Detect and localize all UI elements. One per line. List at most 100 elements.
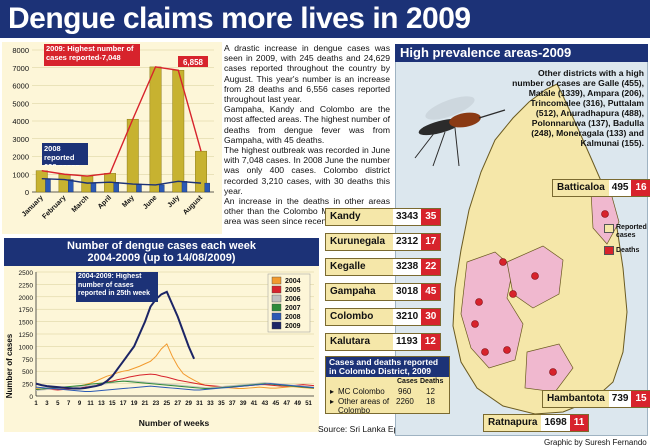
colombo-row-label: Other areas of Colombo <box>338 397 390 415</box>
map-title: High prevalence areas-2009 <box>400 45 572 60</box>
colombo-row-cases: 2260 <box>396 397 414 406</box>
district-deaths: 30 <box>421 309 441 325</box>
x-tick-label: 19 <box>131 401 138 407</box>
district-deaths: 22 <box>421 259 441 275</box>
hambantota-region-shape <box>524 343 574 393</box>
weekly-chart-header: Number of dengue cases each week 2004-20… <box>4 238 319 266</box>
district-name: Kalutara <box>326 334 393 350</box>
marker-ratnapura <box>503 346 511 354</box>
district-label-batticaloa: Batticaloa 495 16 <box>552 179 650 197</box>
district-name: Kandy <box>326 209 393 225</box>
x-tick-label: 35 <box>218 401 225 407</box>
line-2009 <box>41 66 202 177</box>
district-name: Batticaloa <box>553 180 609 196</box>
x-tick-label: 49 <box>294 401 301 407</box>
x-tick-label: 15 <box>109 401 116 407</box>
district-label-ratnapura: Ratnapura 1698 11 <box>483 414 590 432</box>
district-label-kalutara: Kalutara 1193 12 <box>325 333 441 351</box>
weekly-chart: 0 250 500 750 1000 1250 1500 1750 2000 2250 2500 1… <box>4 266 319 432</box>
other-districts-note: Other districts with a high number of ca… <box>512 68 644 148</box>
x-tick-label: 29 <box>185 401 192 407</box>
y-tick-label: 250 <box>22 382 33 389</box>
colombo-row-deaths: 12 <box>426 387 435 396</box>
y-tick-label: 0 <box>29 394 33 401</box>
district-name: Kegalle <box>326 259 393 275</box>
annotation-2009: 2009: Highest number of cases reported-7… <box>46 45 134 62</box>
x-tick-label: 37 <box>229 401 236 407</box>
marker-hambantota <box>549 368 557 376</box>
annotation-2008: 2008 reported 638 cases <box>44 144 79 166</box>
july-label-box <box>178 56 208 67</box>
bar-2009 <box>149 66 162 193</box>
weekly-annotation-box <box>76 272 158 302</box>
title-bar: Dengue claims more lives in 2009 <box>0 0 650 38</box>
marker-kurunegala <box>499 258 507 266</box>
legend-cases-label: Reported cases <box>616 224 647 239</box>
colombo-row-arrow-icon: ▸ <box>330 387 335 396</box>
y-tick-label: 1750 <box>19 307 34 314</box>
legend-deaths-swatch <box>604 246 614 255</box>
legend-label: 2004 <box>285 278 301 285</box>
district-cases: 495 <box>608 180 632 196</box>
district-label-gampaha: Gampaha 3018 45 <box>325 283 442 301</box>
district-label-kurunegala: Kurunegala 2312 17 <box>325 233 442 251</box>
district-name: Ratnapura <box>484 415 542 431</box>
x-tick-label: 5 <box>56 401 60 407</box>
y-tick-label: 2000 <box>19 295 34 302</box>
colombo-col-deaths: Deaths <box>420 378 444 385</box>
july-value-label: 6,858 <box>183 58 204 67</box>
legend-swatch <box>271 312 282 321</box>
series-line-2008 <box>35 383 315 393</box>
district-cases: 3343 <box>393 209 422 225</box>
marker-kalutara <box>481 348 489 356</box>
district-label-hambantota: Hambantota 739 15 <box>542 390 650 408</box>
y-tick-label: 2500 <box>19 270 34 277</box>
colombo-table: Cases and deaths reported in Colombo Dis… <box>325 356 450 415</box>
marker-batticaloa <box>601 210 609 218</box>
y-tick-label: 1250 <box>19 332 34 339</box>
bar-2008 <box>181 181 188 193</box>
line-2008 <box>41 177 202 186</box>
bar-2009 <box>172 70 185 193</box>
district-cases: 3238 <box>393 259 422 275</box>
legend-deaths-label: Deaths <box>616 247 640 254</box>
article-paragraph: The highest outbreak was recorded in Jun… <box>224 145 390 196</box>
legend-label: 2007 <box>285 305 301 312</box>
district-cases: 739 <box>608 391 632 407</box>
bar-2008 <box>113 182 119 193</box>
legend-swatch <box>271 294 282 303</box>
district-label-kegalle: Kegalle 3238 22 <box>325 258 442 276</box>
district-cases: 1698 <box>541 415 570 431</box>
x-tick-label: 11 <box>87 401 94 407</box>
x-tick-label: 31 <box>196 401 203 407</box>
bar-2008 <box>68 179 74 193</box>
weekly-chart-subtitle: 2004-2009 (up to 14/08/2009) <box>87 252 236 264</box>
article-paragraph: An increase in the deaths in other areas… <box>224 196 390 227</box>
colombo-col-cases: Cases <box>397 378 418 385</box>
x-tick-label: 13 <box>98 401 105 407</box>
graphic-credit: Graphic by Suresh Fernando <box>544 438 647 447</box>
district-label-colombo: Colombo 3210 30 <box>325 308 442 326</box>
district-cases: 3018 <box>393 284 422 300</box>
y-tick-label: 500 <box>22 369 33 376</box>
marker-kegalle <box>509 290 517 298</box>
district-name: Colombo <box>326 309 393 325</box>
district-deaths: 16 <box>631 180 650 196</box>
article-paragraph: Gampaha, Kandy and Colombo are the most … <box>224 104 390 145</box>
district-name: Hambantota <box>543 391 609 407</box>
x-tick-label: 47 <box>283 401 290 407</box>
colombo-table-title: Cases and deaths reported in Colombo Dis… <box>326 357 449 377</box>
district-name: Gampaha <box>326 284 393 300</box>
y-tick-label: 2250 <box>19 282 34 289</box>
district-deaths: 17 <box>421 234 441 250</box>
x-tick-label: 41 <box>251 401 258 407</box>
district-markers <box>471 210 609 376</box>
y-tick-label: 5000 <box>12 99 29 108</box>
district-cases: 2312 <box>393 234 422 250</box>
x-tick-label: 9 <box>78 401 82 407</box>
y-tick-label: 1500 <box>19 320 34 327</box>
x-tick-label: 33 <box>207 401 214 407</box>
district-deaths: 35 <box>421 209 441 225</box>
x-tick-label: 7 <box>67 401 71 407</box>
